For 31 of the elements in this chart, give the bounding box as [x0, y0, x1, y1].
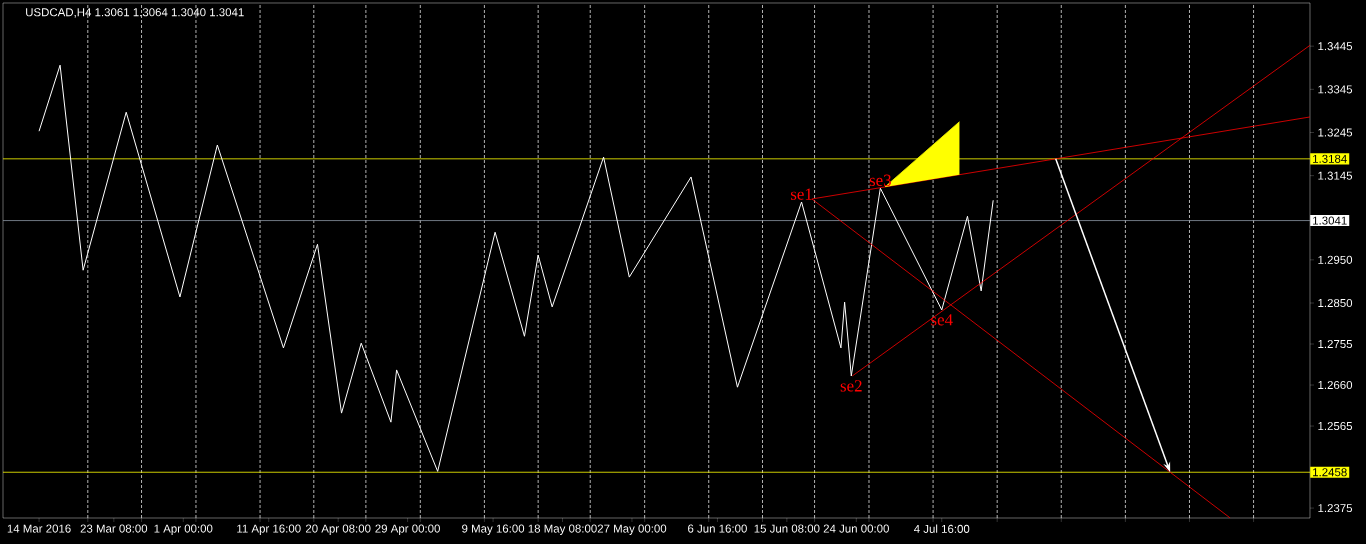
y-tick-label: 1.3345 — [1318, 85, 1353, 94]
x-tick-label: 29 Apr 00:00 — [375, 524, 440, 535]
y-tick-label: 1.2660 — [1318, 380, 1353, 390]
y-tick-label: 1.3445 — [1318, 42, 1353, 51]
x-tick-label: 20 Apr 08:00 — [305, 524, 371, 535]
annotation: se1 — [790, 188, 812, 200]
ref-line-label: 1.3041 — [1313, 216, 1347, 225]
x-tick-label: 1 Apr 00:00 — [154, 524, 213, 535]
x-tick-label: 14 Mar 2016 — [7, 524, 71, 533]
annotation: se3 — [869, 174, 891, 186]
x-tick-label: 6 Jun 16:00 — [688, 524, 747, 533]
y-tick-label: 1.2950 — [1318, 255, 1353, 264]
y-tick-label: 1.3145 — [1318, 171, 1353, 180]
y-tick-label: 1.3245 — [1318, 128, 1353, 137]
y-tick-label: 1.2755 — [1318, 339, 1353, 349]
y-tick-label: 1.2375 — [1318, 504, 1353, 513]
annotation: se4 — [931, 314, 953, 326]
chart-title: USDCAD,H4 1.3061 1.3064 1.3040 1.3041 — [26, 8, 244, 18]
x-tick-label: 23 Mar 08:00 — [80, 524, 148, 533]
x-tick-label: 4 Jul 16:00 — [914, 524, 970, 533]
ref-line-label: 1.3184 — [1313, 154, 1347, 163]
x-tick-label: 9 May 16:00 — [462, 524, 525, 535]
x-tick-label: 18 May 08:00 — [528, 524, 597, 535]
y-tick-label: 1.2850 — [1318, 298, 1353, 308]
x-tick-label: 27 May 00:00 — [597, 524, 667, 535]
annotation: se2 — [840, 380, 862, 392]
y-tick-label: 1.2565 — [1318, 421, 1353, 431]
x-tick-label: 24 Jun 00:00 — [823, 524, 889, 533]
ref-line-label: 1.2458 — [1313, 468, 1347, 477]
x-tick-label: 11 Apr 16:00 — [237, 524, 301, 535]
x-tick-label: 15 Jun 08:00 — [754, 524, 820, 533]
